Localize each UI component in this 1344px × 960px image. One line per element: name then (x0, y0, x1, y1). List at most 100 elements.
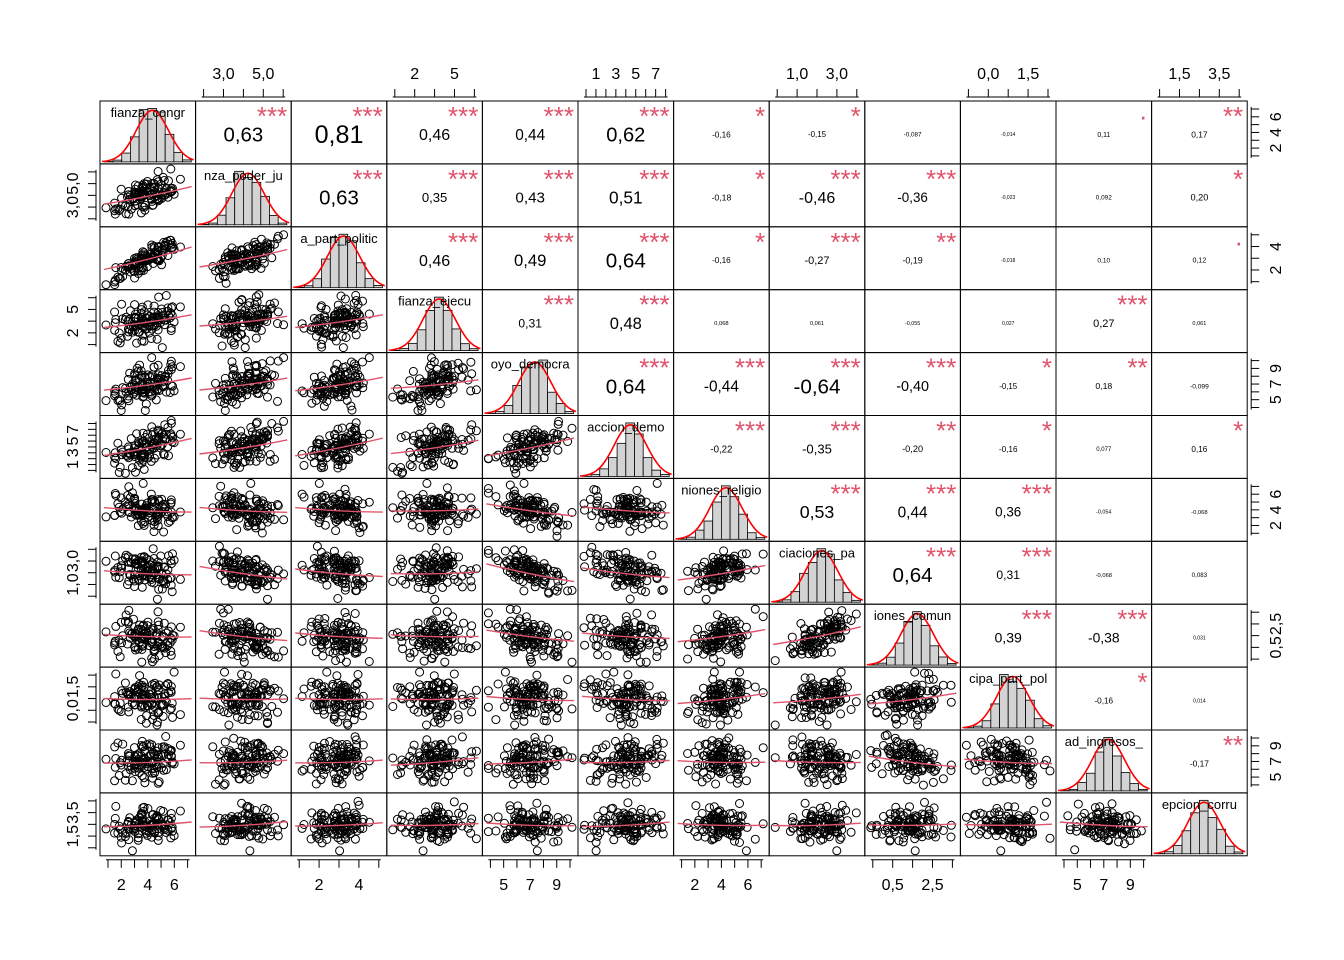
panel-8-11: -0,068 (1055, 540, 1153, 605)
panel-9-6 (577, 603, 675, 668)
scatter-point (438, 582, 448, 592)
panel-6-7: -0,22*** (673, 415, 770, 479)
panel-9-1 (99, 603, 197, 668)
histogram-bar (538, 359, 548, 414)
scatter-point (579, 623, 589, 633)
histogram-bar (877, 662, 887, 666)
panel-5-7: -0,44*** (673, 352, 770, 417)
panel-10-6 (577, 666, 675, 731)
panel-10-2 (195, 666, 292, 731)
scatter-point (267, 419, 277, 428)
scatter-point (393, 513, 402, 523)
panel-9-7 (673, 603, 770, 668)
scatter-point (111, 621, 121, 631)
panel-4-11: 0,27*** (1055, 289, 1153, 354)
panel-8-3 (290, 540, 388, 605)
scatter-point (320, 313, 330, 322)
histogram-bar (842, 592, 853, 603)
significance-stars: *** (639, 101, 669, 131)
scatter-point (579, 551, 589, 561)
scatter-point (442, 483, 452, 493)
panel-6-3 (290, 415, 388, 479)
correlation-value: 0,18 (1095, 381, 1112, 391)
panel-4-6: 0,48*** (577, 289, 675, 354)
scatter-point (429, 671, 439, 681)
correlation-value: -0,099 (1190, 383, 1209, 390)
scatter-point (254, 290, 264, 300)
panel-3-3: a_part_politic (290, 226, 388, 291)
scatter-point (331, 656, 341, 666)
significance-stars: ** (936, 227, 956, 257)
scatter-point (299, 388, 309, 398)
scatter-point (693, 584, 703, 594)
significance-stars: * (755, 227, 765, 257)
panel-1-6: 0,62*** (577, 100, 675, 165)
significance-stars: *** (544, 227, 574, 257)
panel-4-12: 0,061 (1151, 289, 1248, 354)
significance-stars: * (851, 101, 861, 131)
scatter-point (441, 369, 451, 379)
scatter-point (130, 370, 140, 380)
panel-5-2 (195, 352, 292, 417)
panel-9-4 (386, 603, 483, 668)
scatter-point (340, 367, 350, 377)
scatter-point (175, 622, 185, 632)
scatter-point (245, 298, 255, 308)
scatter-point (408, 366, 418, 376)
scatter-point (338, 343, 348, 353)
significance-stars: *** (926, 353, 956, 383)
scatter-point (527, 657, 536, 667)
significance-stars: * (1042, 416, 1052, 446)
scatter-point (220, 644, 230, 654)
correlation-value: -0,38 (1088, 630, 1120, 646)
scatter-point (563, 520, 573, 530)
panel-1-9: -0,087 (864, 100, 961, 165)
scatter-point (401, 431, 411, 441)
scatter-point (220, 267, 229, 277)
panel-2-9: -0,36*** (864, 163, 961, 228)
scatter-point (214, 541, 224, 551)
scatter-point (422, 478, 432, 488)
scatter-point (218, 271, 228, 281)
scatter-point (510, 720, 520, 730)
histogram-bar (442, 309, 453, 351)
scatter-point (311, 323, 321, 333)
scatter-point (256, 325, 266, 335)
scatter-point (449, 646, 458, 656)
histogram-bar (451, 328, 462, 352)
scatter-point (693, 624, 703, 634)
density-line (484, 361, 577, 414)
scatter-point (146, 334, 156, 343)
panel-1-1: fianza_congr (99, 100, 197, 165)
density-line (388, 298, 481, 351)
panel-6-1 (99, 415, 197, 479)
scatter-point (335, 309, 345, 319)
panel-6-12: 0,16* (1151, 415, 1248, 479)
scatter-point (124, 482, 134, 492)
variable-label-8: ciaciones_pa (779, 545, 856, 560)
panel-9-9: iones_comun (864, 603, 961, 668)
scatter-point (154, 242, 164, 251)
scatter-point (235, 378, 245, 388)
scatter-point (320, 328, 330, 338)
significance-stars: *** (544, 164, 574, 194)
histogram-bar (807, 562, 818, 603)
scatter-point (239, 657, 249, 667)
scatter-point (314, 381, 324, 391)
panel-4-7: 0,068 (673, 289, 770, 354)
histogram-bar (555, 403, 566, 414)
scatter-point (169, 386, 179, 396)
scatter-point (142, 186, 152, 196)
scatter-point (133, 188, 143, 198)
scatter-point (457, 493, 467, 503)
scatter-point (312, 541, 322, 551)
scatter-point (127, 327, 137, 337)
scatter-point (273, 307, 283, 317)
scatter-point (426, 360, 436, 370)
panel-2-7: -0,18* (673, 163, 770, 228)
panel-5-4 (386, 352, 483, 417)
scatter-point (136, 208, 146, 218)
scatter-point (164, 451, 173, 461)
scatter-point (159, 176, 169, 185)
significance-stars: *** (830, 227, 860, 257)
